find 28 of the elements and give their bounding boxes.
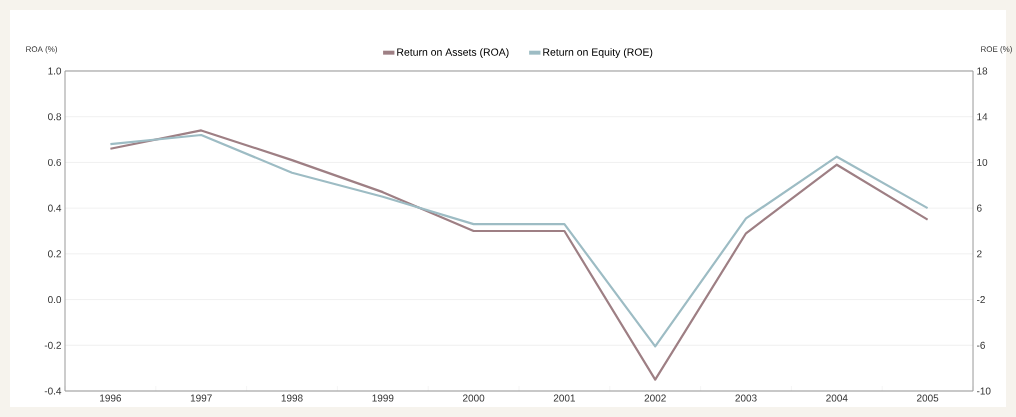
legend-label: Return on Equity (ROE) [543, 48, 653, 58]
y-tick-label: 0.4 [48, 204, 62, 212]
y-tick-label: 1.0 [48, 67, 62, 75]
y-tick-label: 0.0 [48, 296, 62, 304]
x-tick-label: 2003 [735, 394, 757, 402]
x-tick-label: 1997 [190, 394, 212, 402]
y-tick-label: 0.2 [48, 250, 61, 258]
x-tick-label: 2002 [644, 394, 666, 402]
y-tick-label: -0.2 [44, 341, 61, 349]
x-tick-label: 1999 [372, 394, 394, 402]
x-tick-label: 1998 [281, 394, 303, 402]
x-tick-label: 2000 [463, 394, 485, 402]
y2-tick-label: 14 [977, 113, 988, 121]
x-tick-label: 1996 [100, 394, 122, 402]
y2-tick-label: 6 [977, 204, 982, 212]
y2-tick-label: 18 [977, 67, 988, 75]
y-tick-label: -0.4 [44, 387, 62, 395]
x-tick-label: 2001 [553, 394, 576, 402]
y2-tick-label: 10 [977, 158, 988, 166]
y2-tick-label: -10 [976, 387, 991, 395]
x-tick-label: 2005 [917, 394, 939, 402]
y2-tick-label: -2 [976, 296, 985, 304]
legend-label: Return on Assets (ROA) [397, 48, 509, 58]
y-tick-label: 0.8 [48, 113, 62, 121]
y2-tick-label: -6 [976, 341, 985, 349]
y-tick-label: 0.6 [48, 158, 62, 166]
x-tick-label: 2004 [826, 394, 848, 402]
y2-tick-label: 2 [977, 250, 982, 258]
